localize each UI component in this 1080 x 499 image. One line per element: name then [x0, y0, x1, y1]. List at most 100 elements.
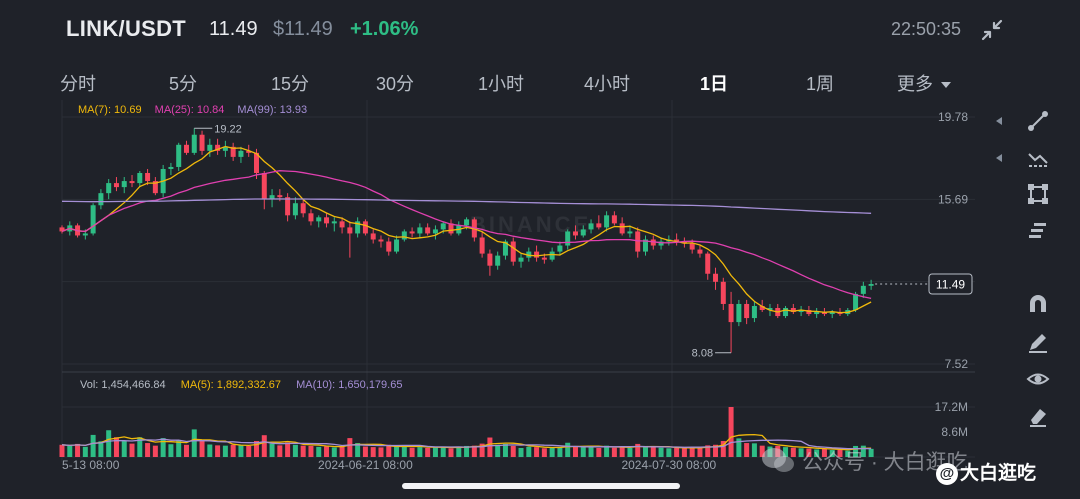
candle-body — [238, 150, 244, 157]
expand-arrow-icon[interactable] — [996, 154, 1002, 162]
home-indicator[interactable] — [402, 483, 680, 489]
candle-body — [860, 285, 866, 294]
volume-bar — [355, 443, 361, 457]
volume-bar — [783, 447, 789, 457]
volume-bar — [510, 445, 516, 457]
candle — [176, 142, 182, 171]
current-price-label: 11.49 — [936, 278, 965, 292]
candle-body — [767, 307, 773, 311]
candle-body — [674, 239, 680, 242]
tab-1d[interactable]: 1日 — [700, 74, 729, 94]
change-percent: +1.06% — [350, 18, 419, 40]
candle-body — [689, 243, 695, 250]
volume-bar — [549, 447, 555, 457]
collapse-icon[interactable] — [980, 18, 1004, 42]
candle-body — [207, 144, 213, 151]
volume-bar — [121, 441, 127, 457]
candle — [572, 225, 578, 240]
pair-title[interactable]: LINK/USDT — [66, 16, 187, 41]
candle-body — [627, 231, 633, 234]
candle-body — [658, 241, 664, 246]
high-price-label: 19.22 — [214, 123, 242, 135]
eye-icon[interactable] — [1026, 367, 1050, 391]
candle — [215, 138, 221, 155]
volume-bar — [324, 446, 330, 457]
volume-bar — [650, 447, 656, 457]
magnet-icon[interactable] — [1026, 292, 1050, 316]
volume-tick-label: 8.6M — [941, 425, 968, 439]
tab-5m[interactable]: 5分 — [169, 74, 198, 94]
candle-body — [191, 134, 197, 153]
volume-bar — [386, 444, 392, 457]
volume-bar — [308, 445, 314, 457]
volume-bar — [440, 446, 446, 457]
candle — [518, 253, 524, 268]
candle — [783, 305, 789, 319]
tab-15m[interactable]: 15分 — [271, 74, 310, 94]
candle — [339, 217, 345, 234]
indicator-icon[interactable] — [1026, 146, 1050, 170]
candle-body — [829, 312, 835, 315]
candle — [681, 237, 687, 248]
tab-1w[interactable]: 1周 — [806, 74, 835, 94]
candle — [269, 189, 275, 208]
candle-body — [254, 152, 259, 174]
eraser-icon[interactable] — [1026, 404, 1050, 428]
candle — [145, 168, 151, 186]
tab-realtime[interactable]: 分时 — [60, 74, 96, 94]
candle-body — [347, 227, 353, 234]
volume-bar — [394, 446, 400, 457]
volume-bar — [222, 445, 228, 457]
volume-bar — [658, 447, 664, 457]
volume-bar — [806, 448, 812, 457]
candle-body — [557, 245, 563, 252]
candle — [285, 193, 291, 222]
volume-bar — [292, 444, 298, 457]
candle-body — [479, 237, 485, 254]
candle — [90, 203, 96, 236]
volume-bar — [604, 445, 610, 457]
crop-icon[interactable] — [1026, 182, 1050, 206]
candle-body — [798, 310, 804, 313]
candle-body — [215, 144, 221, 151]
volume-bar — [129, 443, 135, 457]
vol-label: Vol: 1,454,466.84 — [80, 379, 166, 391]
tab-1h[interactable]: 1小时 — [478, 74, 525, 94]
candle — [611, 211, 617, 226]
volume-bars — [59, 407, 874, 457]
candle-body — [705, 253, 711, 274]
candle — [604, 211, 610, 232]
volume-bar — [860, 445, 866, 457]
draw-line-icon[interactable] — [1026, 109, 1050, 133]
volume-bar — [471, 445, 477, 457]
volume-bar — [837, 449, 843, 457]
candle — [720, 277, 726, 311]
candle-body — [168, 166, 174, 169]
volume-bar — [798, 448, 804, 457]
candle-body — [759, 305, 765, 311]
volume-bar — [425, 447, 431, 457]
candle — [526, 247, 532, 262]
volume-bar — [572, 446, 578, 457]
candle-body — [370, 233, 376, 240]
candle — [106, 179, 112, 200]
candle-body — [106, 183, 112, 194]
candle-body — [137, 173, 143, 184]
candle-body — [308, 213, 314, 222]
tab-more[interactable]: 更多 — [897, 70, 951, 96]
volume-bar — [59, 444, 65, 457]
pen-icon[interactable] — [1026, 330, 1050, 354]
volume-bar — [207, 444, 213, 457]
layers-icon[interactable] — [1026, 219, 1050, 243]
tab-30m[interactable]: 30分 — [376, 74, 415, 94]
candle-body — [355, 221, 361, 234]
candle — [401, 229, 407, 242]
tab-4h[interactable]: 4小时 — [584, 74, 631, 94]
candle-body — [98, 193, 104, 206]
expand-arrow-icon[interactable] — [996, 117, 1002, 125]
candle-body — [246, 150, 252, 153]
volume-bar — [339, 446, 345, 457]
volume-bar — [137, 437, 143, 457]
volume-bar — [736, 438, 742, 457]
